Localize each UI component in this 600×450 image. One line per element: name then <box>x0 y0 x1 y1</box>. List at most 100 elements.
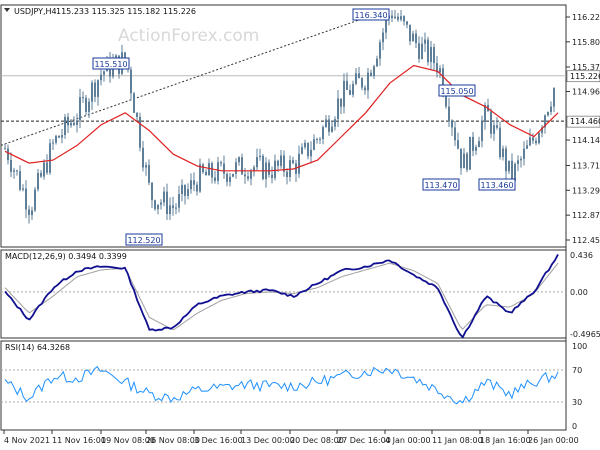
candle-body <box>151 182 153 201</box>
candle-body <box>535 140 537 144</box>
candle-body <box>424 39 426 44</box>
macd-y-tick: 0.436 <box>570 251 593 260</box>
candle-body <box>430 47 432 63</box>
x-tick-label: 27 Dec 16:00 <box>337 436 391 445</box>
candle-body <box>460 148 462 169</box>
candle-body <box>85 97 87 112</box>
candle-body <box>361 78 363 88</box>
candle-body <box>403 16 405 22</box>
y-tick-label: 113.710 <box>572 161 600 170</box>
candle-body <box>394 16 396 19</box>
candle-body <box>322 127 324 140</box>
y-tick-label: 115.800 <box>572 38 600 47</box>
candle-body <box>49 143 51 173</box>
candle-body <box>412 33 414 42</box>
candle-body <box>391 15 393 19</box>
candle-body <box>478 141 480 148</box>
candle-body <box>70 122 72 126</box>
x-tick-label: 11 Jan 08:00 <box>432 436 483 445</box>
candle-body <box>277 160 279 166</box>
candle-body <box>550 106 552 113</box>
candle-body <box>199 164 201 192</box>
candle-body <box>40 173 42 177</box>
rsi-y-tick: 70 <box>572 366 582 375</box>
candle-body <box>508 160 510 172</box>
candle-body <box>427 39 429 63</box>
x-tick-label: 13 Dec 00:00 <box>241 436 295 445</box>
price-annotation: 112.520 <box>125 233 163 246</box>
symbol-label: USDJPY,H4 <box>14 7 57 16</box>
candle-body <box>352 83 354 95</box>
candle-body <box>346 80 348 90</box>
candle-body <box>451 121 453 128</box>
candle-body <box>481 121 483 142</box>
candle-body <box>202 164 204 173</box>
candle-body <box>64 116 66 136</box>
candle-body <box>301 147 303 154</box>
candle-body <box>55 135 57 143</box>
y-tick-label: 115.375 <box>572 63 600 72</box>
candle-body <box>349 89 351 95</box>
candle-body <box>223 163 225 174</box>
rsi-y-tick: 100 <box>572 342 587 351</box>
candle-body <box>34 189 36 211</box>
candle-body <box>421 43 423 59</box>
candle-body <box>157 204 159 210</box>
candle-body <box>310 149 312 157</box>
candle-body <box>304 142 306 148</box>
candle-body <box>454 127 456 141</box>
rsi-label: RSI(14) 64.3268 <box>5 343 70 352</box>
candle-body <box>91 82 93 102</box>
candle-body <box>286 171 288 177</box>
x-tick-label: 26 Jan 00:00 <box>528 436 579 445</box>
candle-body <box>4 148 6 150</box>
candle-body <box>163 191 165 203</box>
rsi-y-tick: 0 <box>572 422 577 431</box>
candle-body <box>505 148 507 172</box>
candle-body <box>250 170 252 179</box>
candle-body <box>196 184 198 192</box>
candle-body <box>367 72 369 91</box>
candle-body <box>94 82 96 97</box>
candle-body <box>136 112 138 117</box>
candle-body <box>262 155 264 180</box>
candle-body <box>181 184 183 195</box>
y-tick-label: 112.870 <box>572 211 600 220</box>
macd-y-tick: -0.4965 <box>570 330 600 339</box>
candle-body <box>229 176 231 182</box>
main-panel-frame <box>0 4 567 248</box>
candle-body <box>232 173 234 177</box>
candle-body <box>31 210 33 215</box>
candle-body <box>466 153 468 170</box>
price-annotation: 115.050 <box>438 84 476 97</box>
y-tick-label: 112.450 <box>572 236 600 245</box>
x-tick-label: 20 Dec 08:00 <box>290 436 344 445</box>
candle-body <box>415 33 417 44</box>
candle-body <box>496 125 498 128</box>
candle-body <box>46 162 48 173</box>
candle-body <box>169 205 171 214</box>
candle-body <box>442 68 444 95</box>
candle-body <box>511 160 513 181</box>
x-tick-label: 26 Nov 08:00 <box>146 436 200 445</box>
candle-body <box>280 155 282 166</box>
candle-body <box>220 162 222 164</box>
candle-body <box>484 105 486 122</box>
candle-body <box>292 160 294 164</box>
candle-body <box>10 160 12 172</box>
candle-body <box>523 148 525 159</box>
candle-body <box>358 73 360 79</box>
y-tick-label: 113.290 <box>572 186 600 195</box>
candle-body <box>283 155 285 172</box>
candle-body <box>373 66 375 77</box>
candle-body <box>166 191 168 214</box>
candle-body <box>58 135 60 138</box>
level-price-tag-text: 114.460 <box>570 117 600 126</box>
price-annotation-label: 113.460 <box>480 181 513 190</box>
candle-body <box>493 125 495 134</box>
candle-body <box>88 101 90 112</box>
candle-body <box>436 63 438 73</box>
candle-body <box>490 111 492 134</box>
candle-body <box>43 162 45 177</box>
